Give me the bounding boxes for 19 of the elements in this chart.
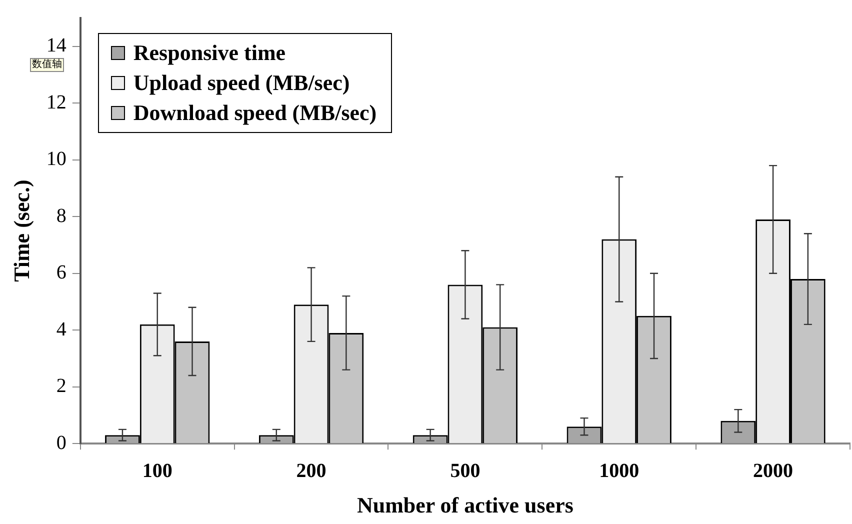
x-tick-label: 200 [296,460,326,482]
x-tick-label: 500 [450,460,480,482]
legend-label: Download speed (MB/sec) [133,99,377,127]
y-tick-label: 0 [56,432,66,454]
y-tick-label: 6 [56,262,66,284]
text: 数值轴 [30,58,64,72]
y-tick-label: 4 [56,318,66,340]
legend-label: Upload speed (MB/sec) [133,69,350,97]
x-axis-title: Number of active users [356,492,574,518]
y-tick-label: 2 [56,375,66,398]
legend-label: Responsive time [133,39,286,67]
x-tick-label: 2000 [753,460,794,482]
x-tick-label: 100 [142,460,172,482]
y-tick-label: 8 [56,204,66,227]
y-axis-title: Time (sec.) [8,180,34,282]
y-tick-label: 12 [46,91,66,114]
y-tick-label: 10 [46,148,66,170]
y-tick-label: 14 [46,34,66,57]
x-tick-label: 1000 [599,460,640,482]
